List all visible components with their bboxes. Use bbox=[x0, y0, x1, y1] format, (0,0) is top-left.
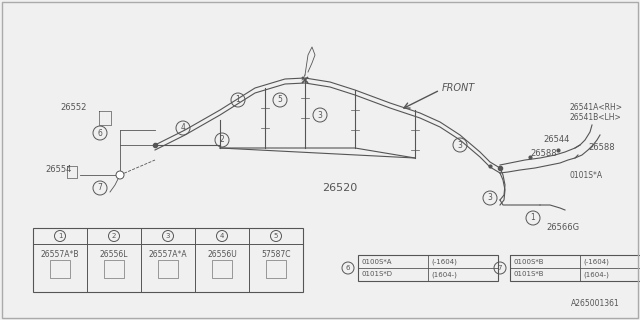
Text: (-1604): (-1604) bbox=[583, 258, 609, 265]
Text: 3: 3 bbox=[488, 194, 492, 203]
Text: 26520: 26520 bbox=[323, 183, 358, 193]
Text: 3: 3 bbox=[166, 233, 170, 239]
Text: 0101S*A: 0101S*A bbox=[570, 171, 603, 180]
Text: 26556L: 26556L bbox=[100, 250, 128, 259]
Bar bbox=[358, 255, 498, 281]
Bar bbox=[104, 260, 124, 278]
Text: 26552: 26552 bbox=[60, 103, 86, 113]
Text: FRONT: FRONT bbox=[442, 83, 476, 93]
Text: A265001361: A265001361 bbox=[572, 299, 620, 308]
Bar bbox=[50, 260, 70, 278]
Text: 7: 7 bbox=[97, 183, 102, 193]
Text: 26588: 26588 bbox=[530, 148, 557, 157]
Text: 0100S*B: 0100S*B bbox=[513, 259, 543, 265]
Text: 26541A<RH>: 26541A<RH> bbox=[570, 103, 623, 113]
Text: 26557A*A: 26557A*A bbox=[148, 250, 188, 259]
Circle shape bbox=[116, 171, 124, 179]
Text: 5: 5 bbox=[278, 95, 282, 105]
Text: 3: 3 bbox=[458, 140, 463, 149]
Text: 0101S*D: 0101S*D bbox=[361, 271, 392, 277]
Text: 26544: 26544 bbox=[543, 135, 570, 145]
Bar bbox=[33, 228, 303, 292]
Text: 2: 2 bbox=[220, 135, 225, 145]
Bar bbox=[510, 255, 640, 281]
Text: 7: 7 bbox=[498, 265, 502, 271]
Text: 26566G: 26566G bbox=[546, 223, 579, 233]
Text: 1: 1 bbox=[236, 95, 241, 105]
Text: 1: 1 bbox=[58, 233, 62, 239]
Text: 57587C: 57587C bbox=[261, 250, 291, 259]
Text: 26541B<LH>: 26541B<LH> bbox=[570, 114, 621, 123]
Bar bbox=[158, 260, 178, 278]
Text: 2: 2 bbox=[112, 233, 116, 239]
Text: 6: 6 bbox=[97, 129, 102, 138]
Text: 26554: 26554 bbox=[45, 165, 72, 174]
Text: 4: 4 bbox=[180, 124, 186, 132]
Text: 26588: 26588 bbox=[588, 143, 614, 153]
Bar bbox=[266, 260, 286, 278]
Text: 5: 5 bbox=[274, 233, 278, 239]
Text: 1: 1 bbox=[531, 213, 536, 222]
Text: 0100S*A: 0100S*A bbox=[361, 259, 392, 265]
Text: (1604-): (1604-) bbox=[431, 271, 457, 278]
Text: (-1604): (-1604) bbox=[431, 258, 457, 265]
Text: (1604-): (1604-) bbox=[583, 271, 609, 278]
Text: 3: 3 bbox=[317, 110, 323, 119]
Text: 26557A*B: 26557A*B bbox=[41, 250, 79, 259]
Text: 6: 6 bbox=[346, 265, 350, 271]
Bar bbox=[212, 260, 232, 278]
Text: 0101S*B: 0101S*B bbox=[513, 271, 543, 277]
Text: 26556U: 26556U bbox=[207, 250, 237, 259]
Text: 4: 4 bbox=[220, 233, 224, 239]
